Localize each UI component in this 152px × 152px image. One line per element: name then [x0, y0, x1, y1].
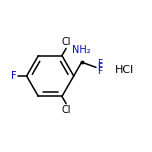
Text: F: F: [97, 63, 102, 72]
Text: HCl: HCl: [115, 65, 134, 75]
Text: F: F: [97, 67, 102, 76]
Text: Cl: Cl: [61, 105, 71, 116]
Text: NH₂: NH₂: [72, 45, 90, 55]
Text: Cl: Cl: [61, 36, 71, 47]
Text: F: F: [11, 71, 17, 81]
Text: F: F: [97, 59, 102, 68]
